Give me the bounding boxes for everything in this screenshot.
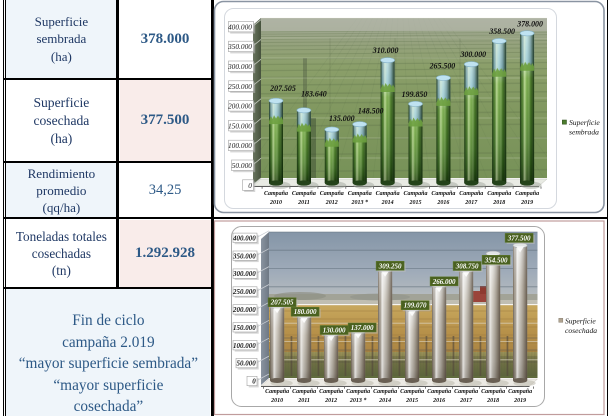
svg-text:300.000: 300.000 <box>227 62 252 71</box>
svg-text:Campaña: Campaña <box>348 191 372 197</box>
svg-text:350.000: 350.000 <box>227 42 252 51</box>
svg-text:300.000: 300.000 <box>459 50 486 59</box>
svg-text:100.000: 100.000 <box>233 342 256 350</box>
svg-text:309.250: 309.250 <box>378 262 402 270</box>
svg-text:Campaña: Campaña <box>427 389 451 395</box>
svg-text:Campaña: Campaña <box>487 191 511 197</box>
svg-text:2013 *: 2013 * <box>349 397 368 404</box>
svg-text:130.000: 130.000 <box>323 327 346 335</box>
svg-text:2012: 2012 <box>325 200 338 206</box>
svg-text:Campaña: Campaña <box>373 389 397 395</box>
svg-text:0: 0 <box>252 378 256 386</box>
svg-text:199.070: 199.070 <box>404 302 427 310</box>
svg-text:sembrada: sembrada <box>569 128 599 137</box>
svg-text:250.000: 250.000 <box>228 82 252 91</box>
svg-text:Campaña: Campaña <box>319 389 343 395</box>
svg-text:400.000: 400.000 <box>232 234 256 242</box>
svg-text:0: 0 <box>248 181 252 190</box>
svg-text:Campaña: Campaña <box>403 191 427 197</box>
svg-text:200.000: 200.000 <box>232 306 256 314</box>
svg-text:Campaña: Campaña <box>515 191 539 197</box>
svg-text:150.000: 150.000 <box>228 121 252 130</box>
svg-text:310.000: 310.000 <box>372 46 399 55</box>
svg-text:Superficie: Superficie <box>565 317 596 326</box>
svg-text:2017: 2017 <box>459 398 473 404</box>
svg-text:137.000: 137.000 <box>351 324 374 332</box>
svg-text:Campaña: Campaña <box>376 191 400 197</box>
svg-text:Campaña: Campaña <box>400 389 424 395</box>
svg-text:2016: 2016 <box>436 200 449 206</box>
svg-text:2014: 2014 <box>378 398 391 404</box>
svg-text:2011: 2011 <box>297 200 310 206</box>
svg-text:Campaña: Campaña <box>508 389 532 395</box>
svg-text:300.000: 300.000 <box>232 270 256 278</box>
svg-text:358.500: 358.500 <box>488 27 515 36</box>
svg-text:2017: 2017 <box>464 200 478 206</box>
svg-text:Campaña: Campaña <box>292 389 316 395</box>
svg-text:183.640: 183.640 <box>301 89 327 98</box>
svg-text:148.500: 148.500 <box>358 107 384 116</box>
svg-text:50.000: 50.000 <box>232 161 253 170</box>
svg-text:50.000: 50.000 <box>237 360 257 368</box>
svg-text:2011: 2011 <box>297 398 310 404</box>
svg-text:200.000: 200.000 <box>228 102 252 111</box>
svg-text:Campaña: Campaña <box>481 389 505 395</box>
svg-text:Campaña: Campaña <box>431 191 455 197</box>
svg-text:2015: 2015 <box>405 398 418 404</box>
svg-text:180.000: 180.000 <box>294 308 317 316</box>
svg-text:cosechada: cosechada <box>565 326 597 335</box>
svg-text:377.500: 377.500 <box>507 234 531 242</box>
svg-text:2019: 2019 <box>520 200 533 206</box>
svg-text:2018: 2018 <box>492 200 505 206</box>
svg-text:2013 *: 2013 * <box>350 199 369 206</box>
svg-text:308.750: 308.750 <box>455 263 479 271</box>
svg-text:Campaña: Campaña <box>292 191 316 197</box>
svg-text:250.000: 250.000 <box>232 288 256 296</box>
svg-text:2018: 2018 <box>486 398 499 404</box>
svg-text:207.505: 207.505 <box>270 299 294 307</box>
svg-text:Campaña: Campaña <box>264 191 288 197</box>
svg-text:2012: 2012 <box>324 398 337 404</box>
svg-text:Campaña: Campaña <box>320 191 344 197</box>
svg-text:150.000: 150.000 <box>233 324 256 332</box>
svg-text:100.000: 100.000 <box>228 141 252 150</box>
svg-text:Campaña: Campaña <box>459 191 483 197</box>
svg-text:Superficie: Superficie <box>569 118 600 127</box>
svg-text:378.000: 378.000 <box>516 19 543 28</box>
svg-text:265.500: 265.500 <box>429 62 456 71</box>
svg-text:2010: 2010 <box>270 398 283 404</box>
svg-text:135.000: 135.000 <box>329 114 355 123</box>
svg-text:Campaña: Campaña <box>454 389 478 395</box>
svg-text:Campaña: Campaña <box>346 389 370 395</box>
svg-text:266.000: 266.000 <box>432 278 456 286</box>
svg-text:199.850: 199.850 <box>402 90 428 99</box>
svg-text:400.000: 400.000 <box>228 22 252 31</box>
svg-text:2019: 2019 <box>513 398 526 404</box>
svg-text:350.000: 350.000 <box>232 252 256 260</box>
svg-text:2014: 2014 <box>381 200 394 206</box>
svg-text:207.505: 207.505 <box>269 84 296 93</box>
svg-text:2016: 2016 <box>432 398 445 404</box>
svg-text:2015: 2015 <box>409 200 422 206</box>
svg-text:2010: 2010 <box>269 200 282 206</box>
svg-text:354.500: 354.500 <box>484 256 508 264</box>
svg-text:Campaña: Campaña <box>265 389 289 395</box>
